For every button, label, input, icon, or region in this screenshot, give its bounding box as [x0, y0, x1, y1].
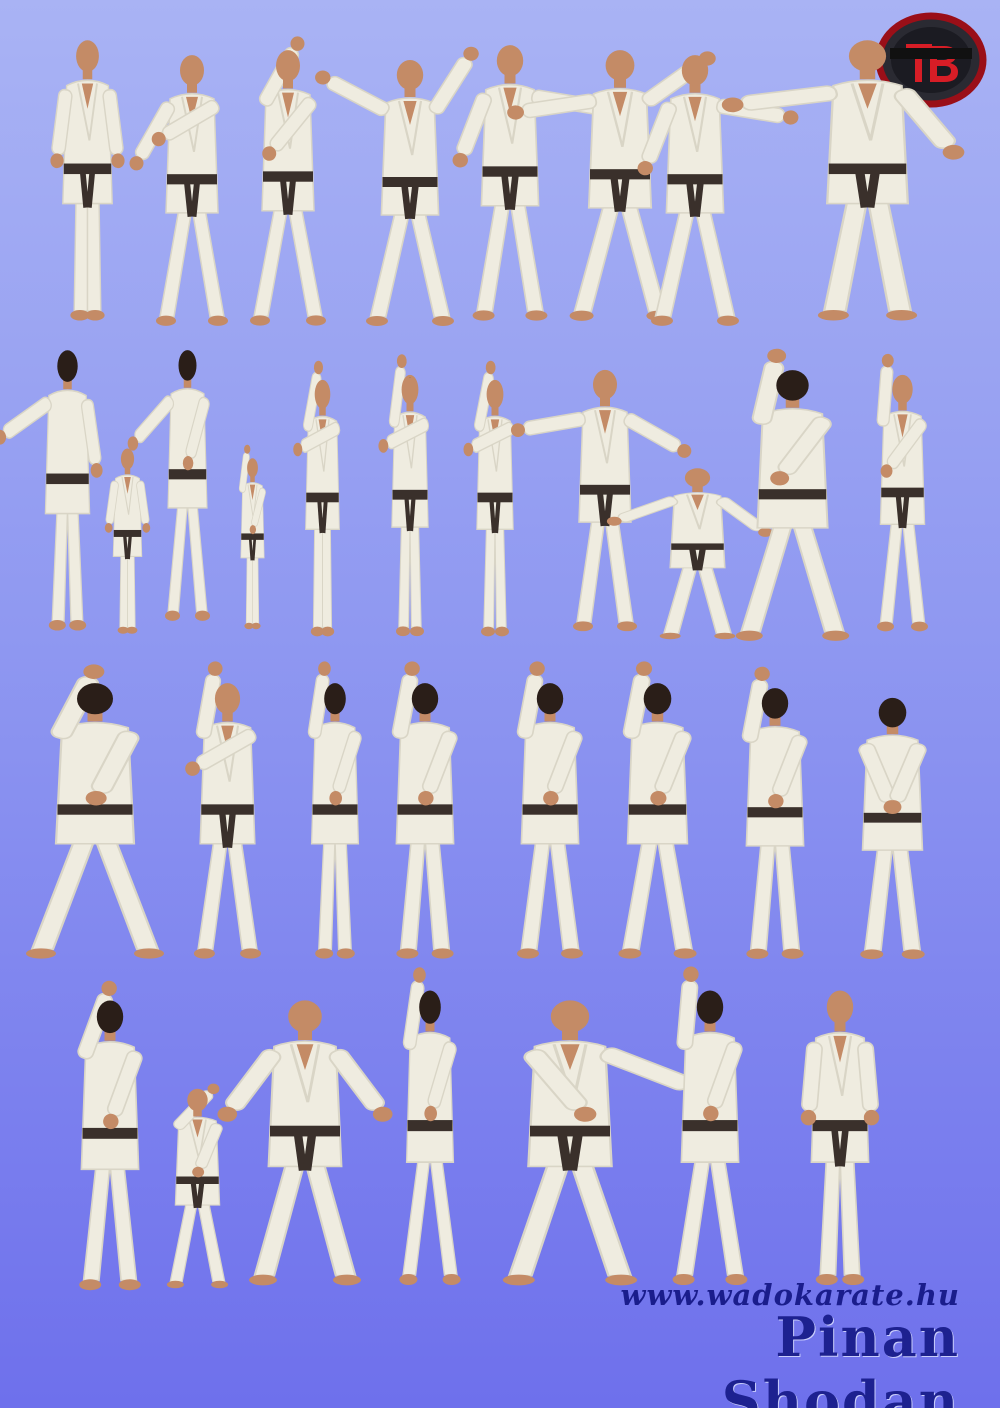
- karate-pose-3-4: [370, 661, 480, 968]
- karateka-figure-icon: [606, 468, 773, 640]
- karateka-figure-icon: [238, 444, 266, 630]
- karateka-figure-icon: [217, 1000, 393, 1286]
- sequence-row-1: [0, 35, 1000, 335]
- karateka-figure-icon: [104, 448, 151, 634]
- karate-pose-2-6: [375, 354, 445, 645]
- karate-pose-4-7: [785, 985, 895, 1295]
- karate-pose-3-2: [175, 661, 280, 968]
- karateka-figure-icon: [127, 350, 210, 621]
- karateka-figure-icon: [618, 661, 697, 959]
- karate-pose-4-2: [155, 1083, 240, 1295]
- karateka-figure-icon: [463, 360, 515, 637]
- karateka-figure-icon: [26, 664, 164, 959]
- karateka-figure-icon: [307, 661, 362, 959]
- karateka-figure-icon: [129, 55, 228, 326]
- karate-pose-3-7: [720, 666, 830, 968]
- karate-pose-4-1: [55, 980, 165, 1300]
- karate-pose-1-4: [315, 46, 479, 335]
- karateka-figure-icon: [735, 348, 850, 641]
- karate-pose-2-11: [860, 353, 945, 640]
- karate-pose-1-5: [452, 40, 614, 330]
- sequence-row-2: [0, 345, 1000, 650]
- karate-pose-3-6: [600, 661, 715, 968]
- karateka-figure-icon: [250, 36, 326, 326]
- karateka-figure-icon: [507, 50, 716, 321]
- karateka-figure-icon: [0, 350, 103, 631]
- karate-pose-2-1: [0, 345, 110, 640]
- karateka-figure-icon: [876, 353, 928, 632]
- karate-pose-1-7: [637, 50, 799, 335]
- karateka-figure-icon: [166, 1083, 229, 1289]
- karate-pose-1-2: [129, 50, 242, 335]
- karateka-figure-icon: [293, 360, 341, 637]
- karateka-figure-icon: [378, 354, 430, 637]
- karateka-figure-icon: [637, 55, 799, 326]
- karate-pose-1-6: [507, 45, 716, 330]
- karateka-figure-icon: [721, 40, 965, 321]
- sequence-row-4: [0, 966, 1000, 1303]
- karate-pose-3-3: [290, 661, 380, 968]
- karate-pose-3-5: [495, 661, 605, 968]
- karate-pose-4-4: [385, 967, 475, 1295]
- site-url[interactable]: www.wadokarate.hu: [620, 1278, 960, 1312]
- studio-logo-icon: [875, 12, 987, 108]
- karateka-figure-icon: [800, 990, 880, 1286]
- karateka-figure-icon: [510, 369, 692, 632]
- sequence-row-3: [0, 661, 1000, 980]
- karate-pose-4-6: [655, 966, 765, 1295]
- karate-pose-2-7: [460, 360, 530, 645]
- karateka-figure-icon: [502, 1000, 709, 1286]
- karateka-figure-icon: [77, 980, 143, 1291]
- karate-pose-2-3: [127, 345, 225, 630]
- karate-pose-1-8: [721, 35, 965, 330]
- karate-pose-2-9: [606, 465, 773, 645]
- kata-title: Pinan Shodan: [721, 1305, 960, 1408]
- studio-logo: [872, 8, 990, 108]
- karate-pose-4-3: [217, 995, 393, 1295]
- karate-pose-2-10: [725, 348, 860, 650]
- karate-pose-1-1: [40, 35, 135, 330]
- karate-pose-3-8: [835, 693, 950, 968]
- karateka-figure-icon: [672, 966, 748, 1286]
- karate-pose-4-5: [490, 995, 709, 1295]
- karateka-figure-icon: [185, 661, 262, 959]
- karate-pose-2-8: [510, 365, 692, 640]
- karateka-figure-icon: [741, 666, 808, 959]
- karateka-figure-icon: [391, 661, 458, 959]
- karateka-figure-icon: [858, 697, 927, 960]
- karate-pose-2-4: [230, 444, 275, 635]
- karate-pose-2-2: [100, 445, 155, 640]
- karateka-figure-icon: [452, 45, 614, 321]
- karate-pose-2-5: [290, 360, 355, 645]
- karateka-figure-icon: [315, 46, 479, 326]
- karateka-figure-icon: [50, 40, 125, 321]
- karate-pose-1-3: [238, 36, 338, 335]
- karateka-figure-icon: [516, 661, 583, 959]
- karate-pose-3-1: [20, 664, 170, 968]
- karateka-figure-icon: [399, 967, 461, 1286]
